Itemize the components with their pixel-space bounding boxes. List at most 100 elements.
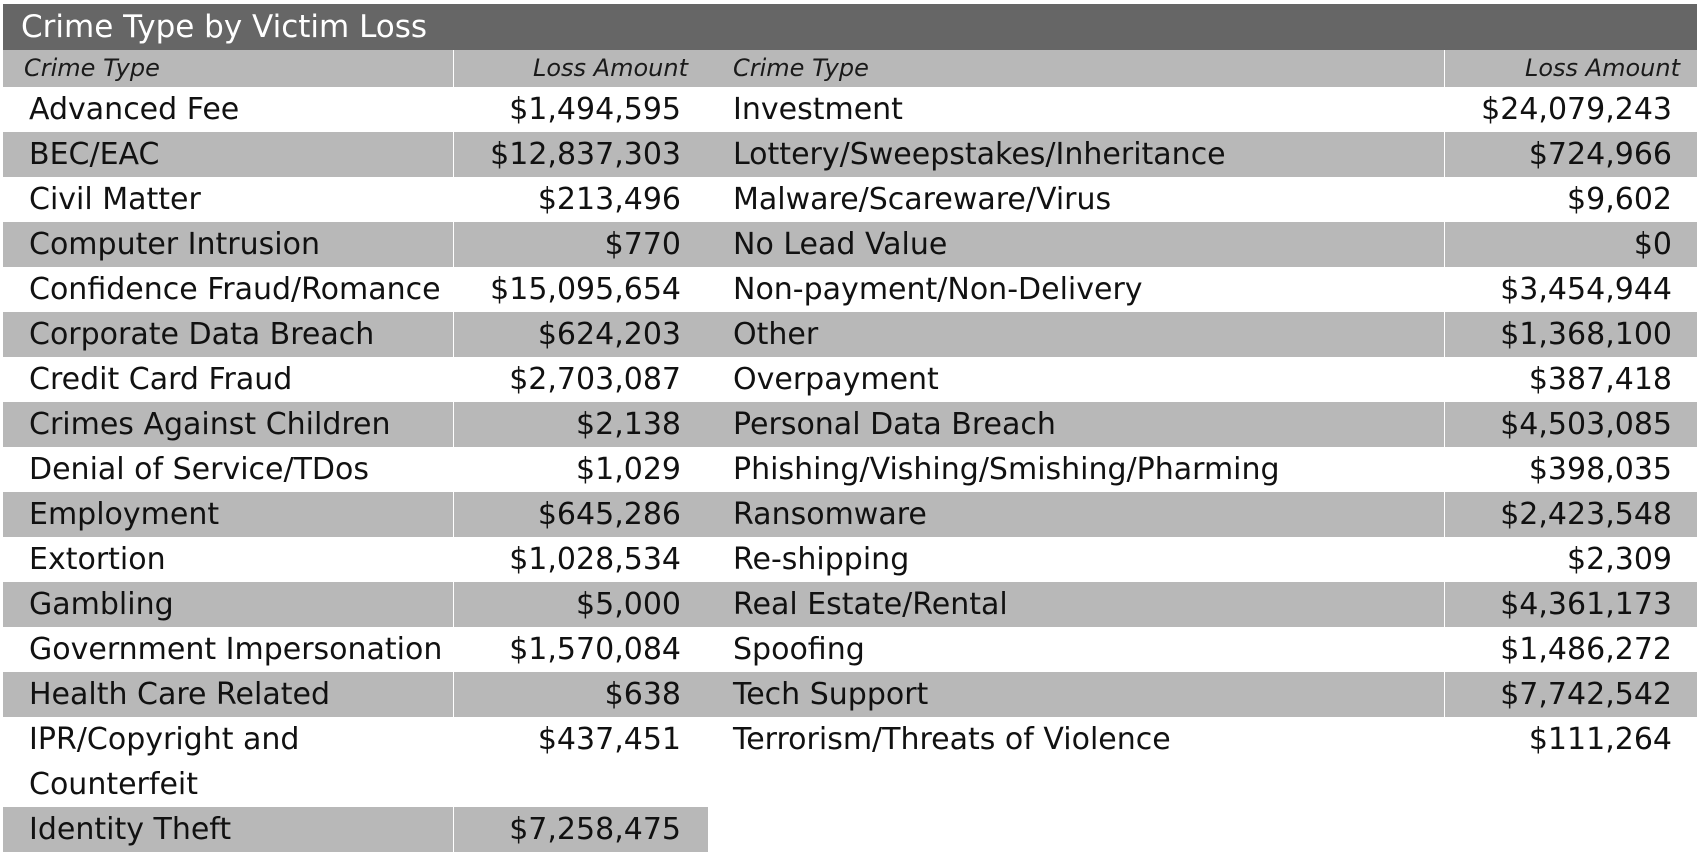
- loss-amount-cell: $2,309: [1567, 542, 1672, 577]
- loss-amount-cell: $111,264: [1528, 722, 1672, 757]
- loss-amount-cell: $7,258,475: [509, 812, 681, 847]
- column-divider: [1444, 177, 1445, 222]
- column-divider: [453, 177, 454, 222]
- crime-type-cell: BEC/EAC: [29, 137, 160, 172]
- loss-amount-cell: $398,035: [1528, 452, 1672, 487]
- column-divider: [453, 357, 454, 402]
- crime-type-cell: Re-shipping: [733, 542, 910, 577]
- table-row: Tech Support $7,742,542: [708, 672, 1697, 717]
- column-divider: [453, 492, 454, 537]
- column-divider: [1444, 717, 1445, 762]
- column-divider: [1444, 87, 1445, 132]
- column-divider: [1444, 267, 1445, 312]
- table-row: Non-payment/Non-Delivery $3,454,944: [708, 267, 1697, 312]
- column-divider: [453, 267, 454, 312]
- crime-type-cell: Terrorism/Threats of Violence: [733, 722, 1171, 757]
- table-row: Re-shipping $2,309: [708, 537, 1697, 582]
- crime-type-cell: Denial of Service/TDos: [29, 452, 370, 487]
- table-row: Ransomware $2,423,548: [708, 492, 1697, 537]
- column-divider: [1444, 537, 1445, 582]
- crime-type-cell: Other: [733, 317, 819, 352]
- loss-amount-cell: $645,286: [537, 497, 681, 532]
- crime-type-cell: Advanced Fee: [29, 92, 240, 127]
- crime-type-cell: Tech Support: [733, 677, 929, 712]
- table-row: Spoofing $1,486,272: [708, 627, 1697, 672]
- table-row: Personal Data Breach $4,503,085: [708, 402, 1697, 447]
- crime-type-cell: Employment: [29, 497, 220, 532]
- loss-amount-cell: $1,494,595: [509, 92, 681, 127]
- loss-amount-cell: $1,028,534: [509, 542, 681, 577]
- crime-type-cell: Government Impersonation: [29, 632, 443, 667]
- column-divider: [453, 807, 454, 852]
- loss-amount-cell: $7,742,542: [1500, 677, 1672, 712]
- loss-amount-cell: $638: [604, 677, 681, 712]
- column-divider: [453, 222, 454, 267]
- loss-amount-cell: $5,000: [576, 587, 681, 622]
- crime-type-cell: Personal Data Breach: [733, 407, 1056, 442]
- loss-amount-cell: $4,361,173: [1500, 587, 1672, 622]
- table-row: BEC/EAC $12,837,303: [3, 132, 708, 177]
- column-divider: [1444, 627, 1445, 672]
- table-row: Government Impersonation $1,570,084: [3, 627, 708, 672]
- column-divider: [453, 672, 454, 717]
- loss-amount-cell: $1,486,272: [1500, 632, 1672, 667]
- crime-type-cell: Identity Theft: [29, 812, 232, 847]
- header-loss-amount-left: Loss Amount: [532, 54, 688, 82]
- table-row: Employment $645,286: [3, 492, 708, 537]
- loss-amount-cell: $213,496: [537, 182, 681, 217]
- column-divider: [453, 537, 454, 582]
- loss-amount-cell: $770: [604, 227, 681, 262]
- column-divider: [1444, 222, 1445, 267]
- loss-amount-cell: $4,503,085: [1500, 407, 1672, 442]
- table-row: Gambling $5,000: [3, 582, 708, 627]
- header-loss-amount-right: Loss Amount: [1524, 54, 1680, 82]
- column-divider: [453, 312, 454, 357]
- loss-amount-cell: $15,095,654: [490, 272, 681, 307]
- table-row: Phishing/Vishing/Smishing/Pharming $398,0…: [708, 447, 1697, 492]
- header-divider: [1444, 50, 1445, 87]
- loss-amount-cell: $2,138: [576, 407, 681, 442]
- column-divider: [1444, 672, 1445, 717]
- crime-type-cell: Civil Matter: [29, 182, 201, 217]
- crime-type-cell: Non-payment/Non-Delivery: [733, 272, 1143, 307]
- table-row: Investment $24,079,243: [708, 87, 1697, 132]
- column-divider: [453, 402, 454, 447]
- loss-amount-cell: $1,570,084: [509, 632, 681, 667]
- loss-amount-cell: $724,966: [1528, 137, 1672, 172]
- crime-type-cell: Crimes Against Children: [29, 407, 391, 442]
- column-divider: [1444, 582, 1445, 627]
- column-header-row: Crime Type Loss Amount Crime Type Loss A…: [3, 50, 1697, 87]
- column-divider: [1444, 132, 1445, 177]
- crime-type-cell: Investment: [733, 92, 903, 127]
- right-table: Investment $24,079,243 Lottery/Sweepstakes…: [708, 87, 1697, 762]
- table-row: Corporate Data Breach $624,203: [3, 312, 708, 357]
- loss-amount-cell: $2,423,548: [1500, 497, 1672, 532]
- column-divider: [1444, 402, 1445, 447]
- crime-type-cell: Ransomware: [733, 497, 927, 532]
- header-divider: [453, 50, 454, 87]
- table-row: Civil Matter $213,496: [3, 177, 708, 222]
- column-divider: [453, 627, 454, 672]
- column-divider: [453, 447, 454, 492]
- loss-amount-cell: $2,703,087: [509, 362, 681, 397]
- crime-type-cell: Computer Intrusion: [29, 227, 320, 262]
- table-row: Confidence Fraud/Romance $15,095,654: [3, 267, 708, 312]
- loss-amount-cell: $624,203: [537, 317, 681, 352]
- loss-amount-cell: $0: [1633, 227, 1672, 262]
- loss-amount-cell: $387,418: [1528, 362, 1672, 397]
- loss-amount-cell: $1,368,100: [1500, 317, 1672, 352]
- table-row: IPR/Copyright and Counterfeit $437,451: [3, 717, 708, 807]
- table-row: No Lead Value $0: [708, 222, 1697, 267]
- loss-amount-cell: $12,837,303: [490, 137, 681, 172]
- column-divider: [1444, 492, 1445, 537]
- loss-amount-cell: $1,029: [576, 452, 681, 487]
- crime-type-cell: Malware/Scareware/Virus: [733, 182, 1112, 217]
- crime-type-cell: Extortion: [29, 542, 166, 577]
- header-crime-type-left: Crime Type: [24, 54, 160, 82]
- table-row: Advanced Fee $1,494,595: [3, 87, 708, 132]
- crime-type-cell: Confidence Fraud/Romance: [29, 272, 441, 307]
- left-table: Advanced Fee $1,494,595 BEC/EAC $12,837,303…: [3, 87, 708, 852]
- header-crime-type-right: Crime Type: [733, 54, 869, 82]
- loss-amount-cell: $3,454,944: [1500, 272, 1672, 307]
- crime-type-cell: IPR/Copyright and Counterfeit: [29, 722, 300, 802]
